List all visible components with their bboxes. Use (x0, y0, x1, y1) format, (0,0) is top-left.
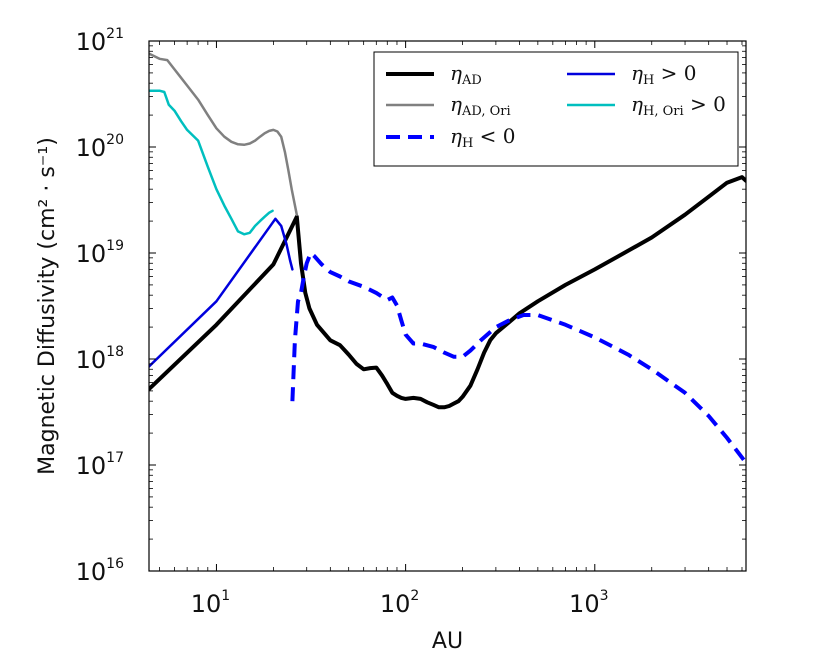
y-tick-label: 1020 (76, 132, 124, 162)
series-line-eta-H-neg (290, 251, 746, 465)
x-tick-label: 101 (191, 588, 230, 618)
x-tick-label: 102 (380, 588, 419, 618)
series-line-eta-H-pos (149, 217, 294, 368)
series-line-eta-H-Ori-pos (149, 89, 274, 236)
legend: ηAD ηAD, Ori ηH < 0 ηH > 0 ηH, Ori > 0 (373, 51, 739, 167)
plot-area (149, 52, 746, 465)
y-tick-label: 1018 (76, 344, 124, 374)
legend-label-eta-AD: ηAD (450, 61, 482, 88)
series-line-eta-AD-Ori (149, 52, 299, 216)
plot-frame (148, 40, 747, 572)
x-axis-label: AU (432, 629, 463, 654)
x-tick-label: 103 (569, 588, 608, 618)
legend-label-eta-AD-Ori: ηAD, Ori (450, 92, 511, 119)
y-tick-label: 1019 (76, 238, 124, 268)
legend-label-eta-H-neg: ηH < 0 (450, 124, 516, 151)
legend-label-eta-H-Ori-pos: ηH, Ori > 0 (631, 92, 726, 119)
y-tick-label: 1016 (76, 556, 124, 586)
y-axis-label: Magnetic Diffusivity (cm² · s⁻¹) (35, 137, 60, 475)
legend-label-eta-H-pos: ηH > 0 (631, 61, 697, 88)
legend-box (373, 51, 739, 167)
y-tick-label: 1017 (76, 450, 124, 480)
series-line-eta-AD (149, 175, 746, 410)
axes-ticks: 1016 1017 1018 1019 1020 1021 101 102 103 (76, 26, 746, 618)
y-tick-label: 1021 (76, 26, 124, 56)
